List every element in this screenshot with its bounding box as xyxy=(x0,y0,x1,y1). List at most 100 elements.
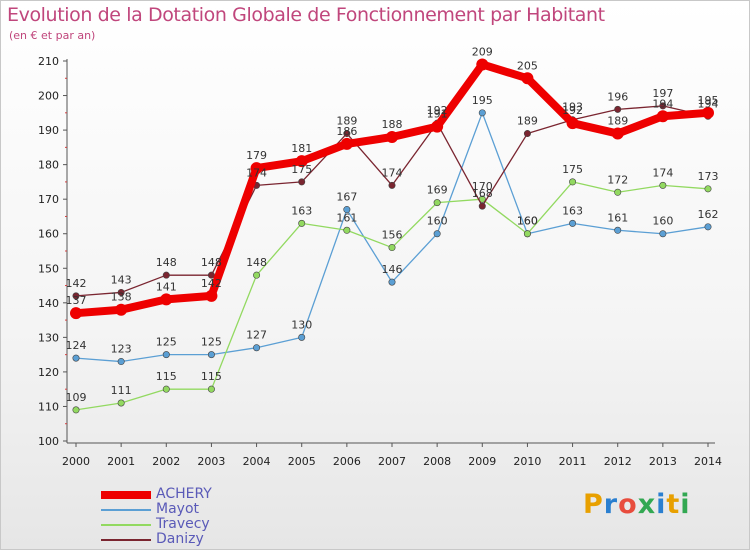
data-label-travecy: 170 xyxy=(472,180,493,193)
data-label-danizy: 174 xyxy=(382,166,403,179)
legend-swatch xyxy=(101,539,151,541)
y-tick-label: 110 xyxy=(38,400,59,413)
data-label-achery: 195 xyxy=(698,94,719,107)
data-label-travecy: 169 xyxy=(427,184,448,197)
data-point-travecy xyxy=(72,406,80,414)
data-label-mayot: 124 xyxy=(66,339,87,352)
x-tick-label: 2003 xyxy=(197,455,225,468)
legend-label: Danizy xyxy=(156,531,204,547)
data-label-mayot: 125 xyxy=(201,336,222,349)
legend-swatch xyxy=(101,524,151,526)
data-label-mayot: 195 xyxy=(472,94,493,107)
data-label-achery: 188 xyxy=(382,118,403,131)
data-point-achery xyxy=(386,131,398,143)
data-point-mayot xyxy=(298,333,306,341)
data-label-achery: 186 xyxy=(336,125,357,138)
legend-label: Mayot xyxy=(156,501,199,517)
data-label-mayot: 127 xyxy=(246,329,267,342)
data-point-achery xyxy=(566,117,579,130)
chart-title: Evolution de la Dotation Globale de Fonc… xyxy=(7,4,605,26)
data-point-achery xyxy=(115,303,128,316)
data-label-danizy: 148 xyxy=(201,256,222,269)
data-label-achery: 189 xyxy=(607,115,628,128)
x-tick-label: 2013 xyxy=(649,455,677,468)
data-point-mayot xyxy=(614,226,622,234)
data-point-travecy xyxy=(253,271,261,279)
data-label-mayot: 163 xyxy=(562,204,583,217)
data-label-travecy: 115 xyxy=(201,370,222,383)
data-point-danizy xyxy=(523,130,531,138)
data-point-danizy xyxy=(659,102,667,110)
data-label-danizy: 148 xyxy=(156,256,177,269)
y-tick-label: 190 xyxy=(38,124,59,137)
data-point-danizy xyxy=(388,181,396,189)
data-label-danizy: 189 xyxy=(517,115,538,128)
data-point-danizy xyxy=(343,130,351,138)
x-tick-label: 2010 xyxy=(513,455,541,468)
data-label-mayot: 160 xyxy=(652,215,673,228)
data-point-danizy xyxy=(478,202,486,210)
data-label-danizy: 174 xyxy=(246,166,267,179)
data-point-travecy xyxy=(614,188,622,196)
legend-label: ACHERY xyxy=(156,486,212,502)
logo-letter: i xyxy=(656,489,667,520)
data-point-mayot xyxy=(388,278,396,286)
data-label-achery: 191 xyxy=(427,108,448,121)
y-tick-label: 140 xyxy=(38,297,59,310)
data-point-travecy xyxy=(433,199,441,207)
data-point-achery xyxy=(431,120,444,133)
data-point-achery xyxy=(702,106,714,119)
data-label-achery: 209 xyxy=(472,45,493,58)
data-point-mayot xyxy=(704,223,712,231)
data-label-travecy: 173 xyxy=(698,170,719,183)
data-label-mayot: 160 xyxy=(427,215,448,228)
data-point-travecy xyxy=(298,219,306,227)
y-tick-label: 120 xyxy=(38,366,59,379)
data-point-mayot xyxy=(569,219,577,227)
x-tick-label: 2007 xyxy=(378,455,406,468)
data-point-mayot xyxy=(343,206,351,214)
logo-letter: P xyxy=(583,489,604,520)
data-point-travecy xyxy=(117,399,125,407)
x-tick-label: 2005 xyxy=(288,455,316,468)
y-tick-label: 100 xyxy=(38,435,59,448)
chart-subtitle: (en € et par an) xyxy=(9,29,96,42)
data-label-mayot: 167 xyxy=(336,191,357,204)
data-label-travecy: 161 xyxy=(336,211,357,224)
data-label-achery: 194 xyxy=(652,97,673,110)
data-label-danizy: 175 xyxy=(291,163,312,176)
data-point-travecy xyxy=(162,385,170,393)
data-label-travecy: 156 xyxy=(382,229,403,242)
data-label-travecy: 174 xyxy=(652,166,673,179)
data-point-mayot xyxy=(433,230,441,238)
data-label-mayot: 146 xyxy=(382,263,403,276)
data-label-travecy: 148 xyxy=(246,256,267,269)
data-point-achery xyxy=(476,58,489,71)
data-point-danizy xyxy=(162,271,170,279)
data-label-achery: 137 xyxy=(66,294,87,307)
data-label-mayot: 125 xyxy=(156,336,177,349)
data-point-mayot xyxy=(478,109,486,117)
data-label-danizy: 197 xyxy=(652,87,673,100)
data-point-mayot xyxy=(72,354,80,362)
data-point-travecy xyxy=(388,244,396,252)
data-label-achery: 205 xyxy=(517,59,538,72)
x-tick-label: 2009 xyxy=(468,455,496,468)
data-label-travecy: 175 xyxy=(562,163,583,176)
data-label-mayot: 161 xyxy=(607,211,628,224)
x-tick-label: 2012 xyxy=(604,455,632,468)
legend-swatch xyxy=(101,491,151,499)
data-point-danizy xyxy=(298,178,306,186)
x-tick-label: 2011 xyxy=(559,455,587,468)
data-point-mayot xyxy=(659,230,667,238)
data-label-danizy: 193 xyxy=(562,101,583,114)
data-point-achery xyxy=(656,110,669,123)
data-label-travecy: 163 xyxy=(291,204,312,217)
data-point-achery xyxy=(611,127,624,140)
data-point-mayot xyxy=(162,351,170,359)
logo-letter: i xyxy=(680,489,691,520)
data-label-danizy: 143 xyxy=(111,273,132,286)
data-point-achery xyxy=(340,137,353,150)
